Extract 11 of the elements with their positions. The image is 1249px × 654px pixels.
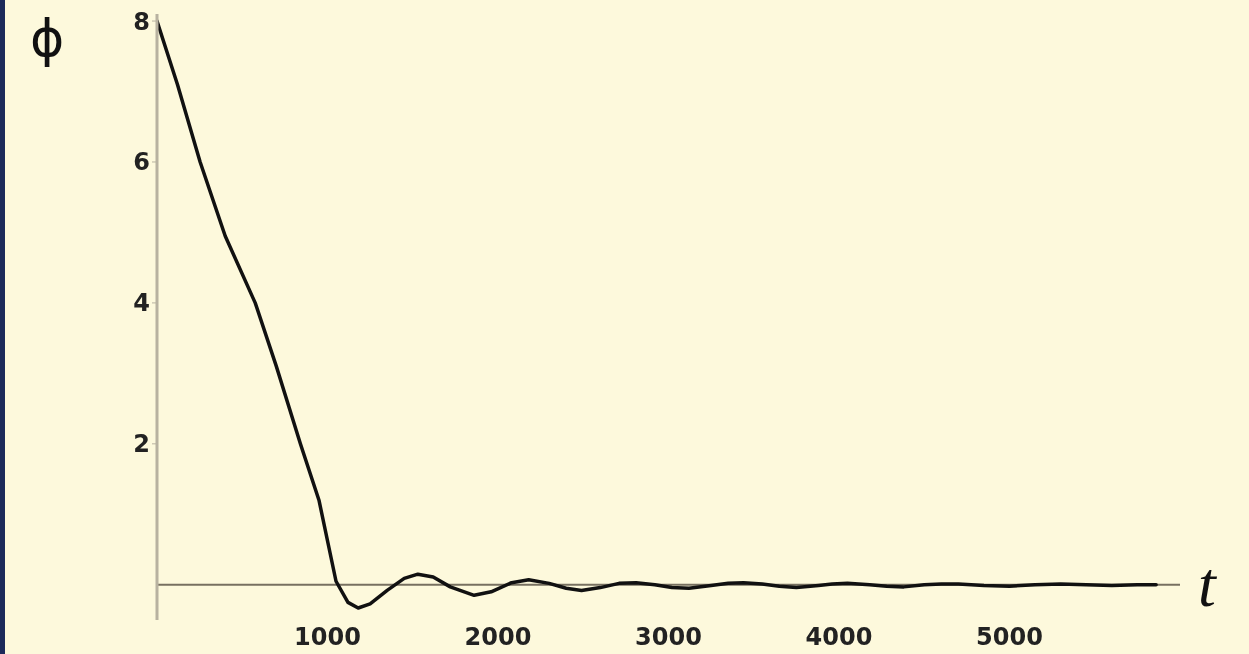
y-tick-label: 8 xyxy=(133,7,150,36)
x-tick-label: 2000 xyxy=(464,623,532,652)
x-tick-label: 4000 xyxy=(805,623,873,652)
y-tick-label: 2 xyxy=(133,430,150,459)
y-axis-title: ϕ xyxy=(30,8,65,68)
x-tick-label: 1000 xyxy=(294,623,361,652)
x-tick-label: 5000 xyxy=(976,623,1043,652)
y-tick-label: 4 xyxy=(133,289,150,318)
x-axis-title: t xyxy=(1198,548,1216,622)
y-tick-label: 6 xyxy=(133,148,150,177)
x-tick-label: 3000 xyxy=(635,623,702,652)
